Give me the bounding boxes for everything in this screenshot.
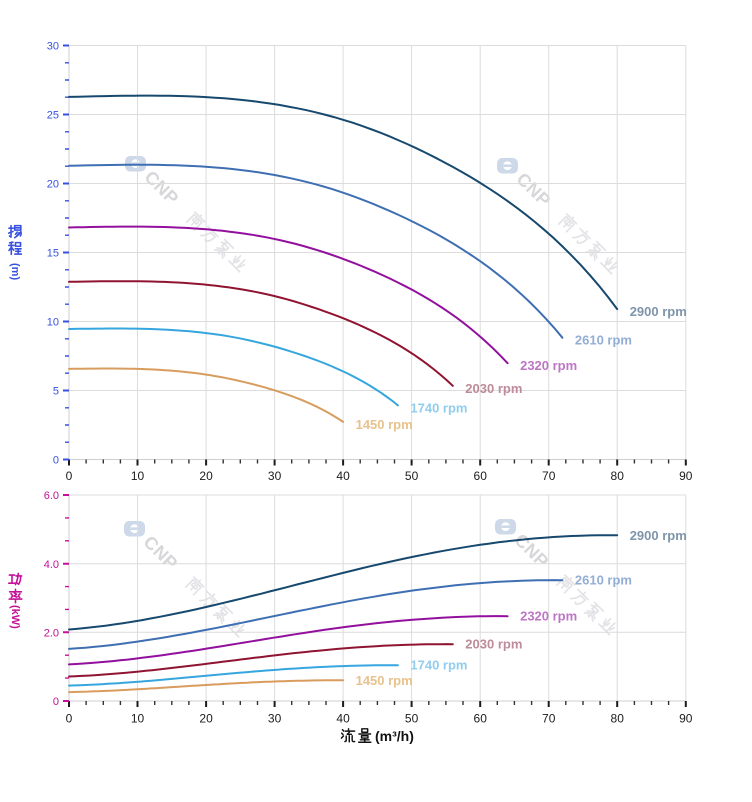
svg-text:(kW): (kW) (9, 605, 21, 629)
svg-text:50: 50 (405, 712, 419, 726)
svg-text:60: 60 (474, 712, 488, 726)
svg-text:10: 10 (47, 317, 59, 329)
svg-text:20: 20 (47, 179, 59, 191)
svg-text:6.0: 6.0 (44, 490, 59, 502)
svg-text:10: 10 (131, 469, 145, 483)
svg-text:20: 20 (199, 712, 213, 726)
svg-text:2320 rpm: 2320 rpm (520, 609, 577, 624)
svg-text:0: 0 (66, 469, 73, 483)
svg-text:0: 0 (66, 712, 73, 726)
svg-text:(m): (m) (9, 263, 21, 280)
svg-text:0: 0 (53, 696, 59, 708)
svg-text:2030 rpm: 2030 rpm (465, 637, 522, 652)
svg-text:80: 80 (611, 712, 625, 726)
svg-text:2900 rpm: 2900 rpm (630, 528, 687, 543)
svg-text:1450 rpm: 1450 rpm (356, 673, 413, 688)
svg-text:2.0: 2.0 (44, 628, 59, 640)
svg-text:0: 0 (53, 455, 59, 467)
svg-text:2610 rpm: 2610 rpm (575, 333, 632, 348)
svg-text:80: 80 (611, 469, 625, 483)
svg-text:70: 70 (542, 469, 556, 483)
svg-text:30: 30 (47, 41, 59, 53)
svg-text:2320 rpm: 2320 rpm (520, 358, 577, 373)
svg-text:20: 20 (199, 469, 213, 483)
svg-text:40: 40 (336, 712, 350, 726)
svg-text:25: 25 (47, 110, 59, 122)
svg-text:1450 rpm: 1450 rpm (356, 417, 413, 432)
svg-text:50: 50 (405, 469, 419, 483)
svg-text:4.0: 4.0 (44, 559, 59, 571)
svg-text:2610 rpm: 2610 rpm (575, 573, 632, 588)
svg-text:30: 30 (268, 469, 282, 483)
svg-text:15: 15 (47, 248, 59, 260)
svg-text:2900 rpm: 2900 rpm (630, 304, 687, 319)
svg-text:30: 30 (268, 712, 282, 726)
svg-text:10: 10 (131, 712, 145, 726)
svg-text:90: 90 (679, 469, 693, 483)
svg-text:1740 rpm: 1740 rpm (410, 400, 467, 415)
svg-text:5: 5 (53, 386, 59, 398)
svg-text:2030 rpm: 2030 rpm (465, 381, 522, 396)
svg-text:90: 90 (679, 712, 693, 726)
svg-text:1740 rpm: 1740 rpm (410, 658, 467, 673)
svg-text:40: 40 (336, 469, 350, 483)
svg-text:70: 70 (542, 712, 556, 726)
svg-text:(m³/h): (m³/h) (375, 728, 414, 744)
svg-text:60: 60 (474, 469, 488, 483)
